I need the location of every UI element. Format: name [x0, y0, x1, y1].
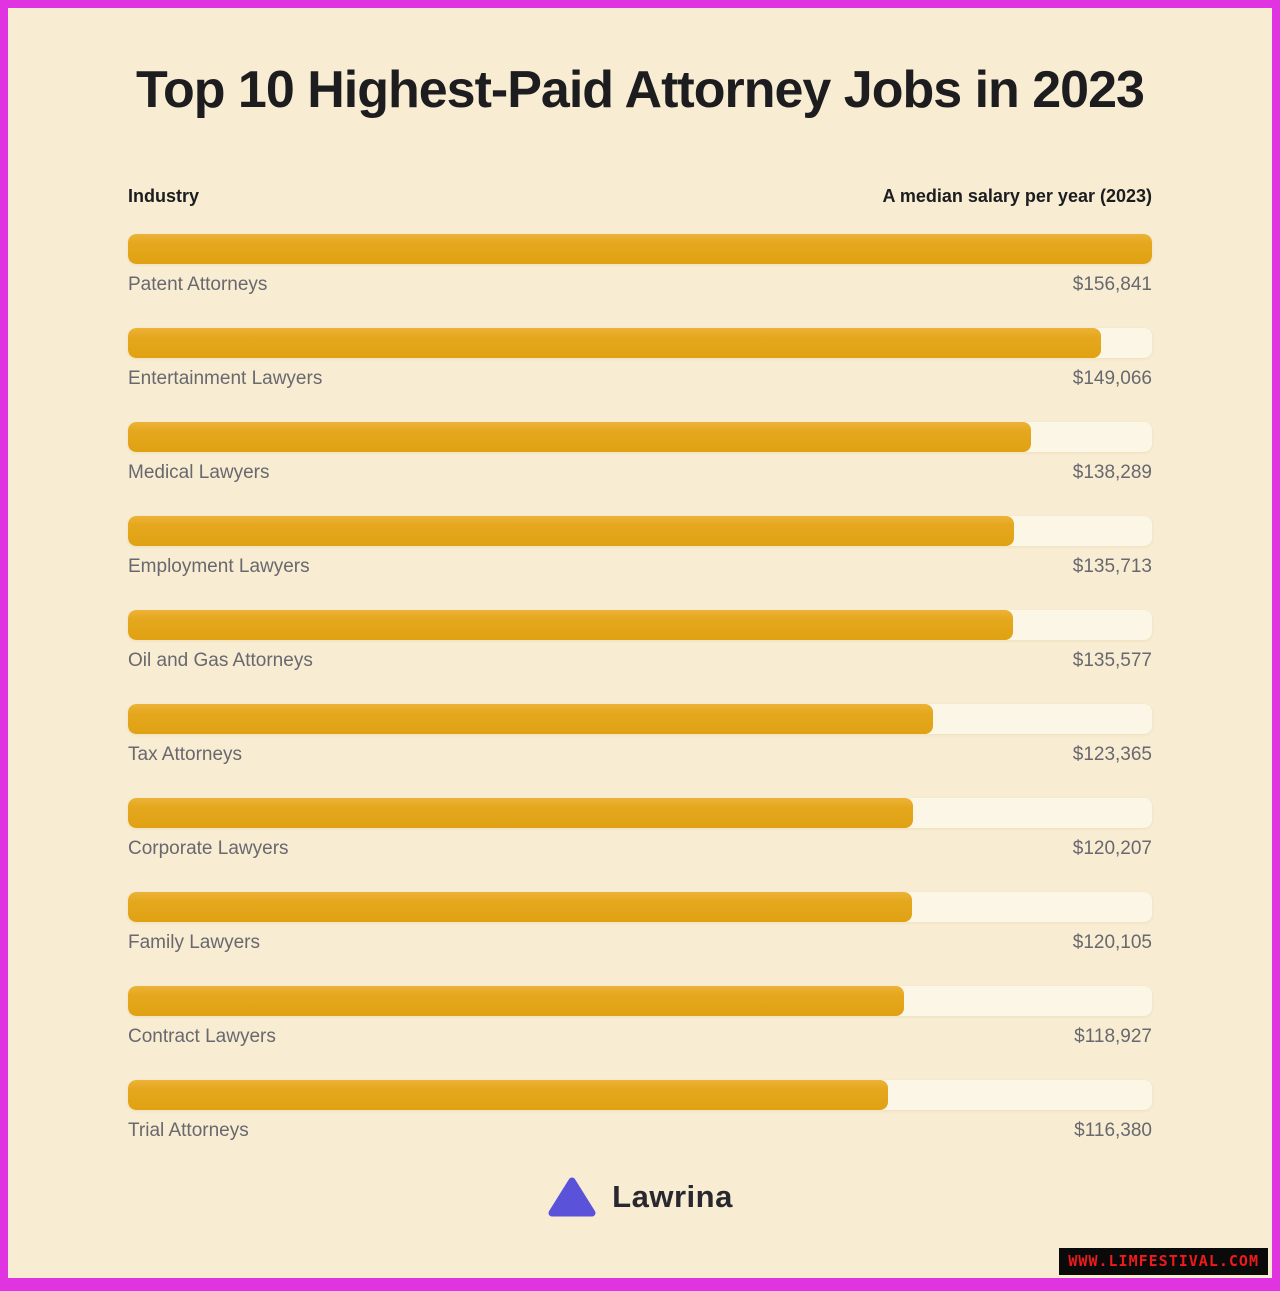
- bar-track: [128, 234, 1152, 265]
- row-labels: Oil and Gas Attorneys $135,577: [128, 649, 1152, 672]
- chart-row: Oil and Gas Attorneys $135,577: [128, 610, 1152, 672]
- industry-label: Contract Lawyers: [128, 1026, 276, 1048]
- bar-track: [128, 798, 1152, 829]
- infographic-page: Top 10 Highest-Paid Attorney Jobs in 202…: [8, 8, 1272, 1278]
- row-labels: Patent Attorneys $156,841: [128, 273, 1152, 296]
- industry-label: Trial Attorneys: [128, 1120, 249, 1142]
- bar-track: [128, 610, 1152, 641]
- salary-bar: [128, 704, 934, 735]
- salary-value: $120,207: [1072, 838, 1152, 860]
- salary-bar: [128, 986, 905, 1017]
- bar-track: [128, 422, 1152, 453]
- salary-bar: [128, 1080, 888, 1111]
- salary-value: $116,380: [1074, 1120, 1152, 1142]
- logo-text: Lawrina: [612, 1179, 733, 1215]
- salary-value: $135,713: [1072, 556, 1152, 578]
- salary-value: $149,066: [1072, 368, 1152, 390]
- mountain-triangle-icon: [547, 1176, 597, 1218]
- row-labels: Corporate Lawyers $120,207: [128, 837, 1152, 860]
- chart-row: Corporate Lawyers $120,207: [128, 798, 1152, 860]
- industry-column-header: Industry: [128, 186, 200, 207]
- industry-label: Employment Lawyers: [128, 556, 310, 578]
- chart-row: Employment Lawyers $135,713: [128, 516, 1152, 578]
- salary-bar: [128, 234, 1152, 265]
- bar-track: [128, 892, 1152, 923]
- watermark-badge: WWW.LIMFESTIVAL.COM: [1059, 1248, 1268, 1275]
- bar-track: [128, 704, 1152, 735]
- bar-track: [128, 516, 1152, 547]
- salary-bar: [128, 516, 1015, 547]
- salary-bar: [128, 798, 913, 829]
- industry-label: Corporate Lawyers: [128, 838, 289, 860]
- chart-row: Patent Attorneys $156,841: [128, 234, 1152, 296]
- row-labels: Family Lawyers $120,105: [128, 931, 1152, 954]
- salary-value: $123,365: [1072, 744, 1152, 766]
- chart-row: Entertainment Lawyers $149,066: [128, 328, 1152, 390]
- salary-value: $118,927: [1074, 1026, 1152, 1048]
- column-headers: Industry A median salary per year (2023): [128, 186, 1152, 207]
- row-labels: Medical Lawyers $138,289: [128, 461, 1152, 484]
- industry-label: Entertainment Lawyers: [128, 368, 323, 390]
- chart-row: Family Lawyers $120,105: [128, 892, 1152, 954]
- logo-triangle-path: [548, 1177, 596, 1217]
- chart-row: Tax Attorneys $123,365: [128, 704, 1152, 766]
- bar-track: [128, 986, 1152, 1017]
- salary-bar: [128, 610, 1014, 641]
- row-labels: Employment Lawyers $135,713: [128, 555, 1152, 578]
- bar-track: [128, 328, 1152, 359]
- industry-label: Medical Lawyers: [128, 462, 270, 484]
- salary-value: $135,577: [1072, 650, 1152, 672]
- bar-track: [128, 1080, 1152, 1111]
- industry-label: Oil and Gas Attorneys: [128, 650, 313, 672]
- page-title: Top 10 Highest-Paid Attorney Jobs in 202…: [136, 61, 1145, 119]
- salary-value: $120,105: [1072, 932, 1152, 954]
- bar-chart: Patent Attorneys $156,841 Entertainment …: [128, 234, 1152, 1142]
- row-labels: Contract Lawyers $118,927: [128, 1025, 1152, 1048]
- salary-column-header: A median salary per year (2023): [882, 186, 1152, 207]
- row-labels: Trial Attorneys $116,380: [128, 1119, 1152, 1142]
- salary-bar: [128, 892, 913, 923]
- row-labels: Entertainment Lawyers $149,066: [128, 367, 1152, 390]
- chart-row: Medical Lawyers $138,289: [128, 422, 1152, 484]
- row-labels: Tax Attorneys $123,365: [128, 743, 1152, 766]
- chart-row: Contract Lawyers $118,927: [128, 986, 1152, 1048]
- chart-row: Trial Attorneys $116,380: [128, 1080, 1152, 1142]
- salary-bar: [128, 422, 1031, 453]
- salary-value: $156,841: [1072, 274, 1152, 296]
- salary-bar: [128, 328, 1102, 359]
- industry-label: Tax Attorneys: [128, 744, 243, 766]
- salary-value: $138,289: [1072, 462, 1152, 484]
- lawrina-logo: Lawrina: [128, 1174, 1152, 1220]
- industry-label: Family Lawyers: [128, 932, 260, 954]
- industry-label: Patent Attorneys: [128, 274, 268, 296]
